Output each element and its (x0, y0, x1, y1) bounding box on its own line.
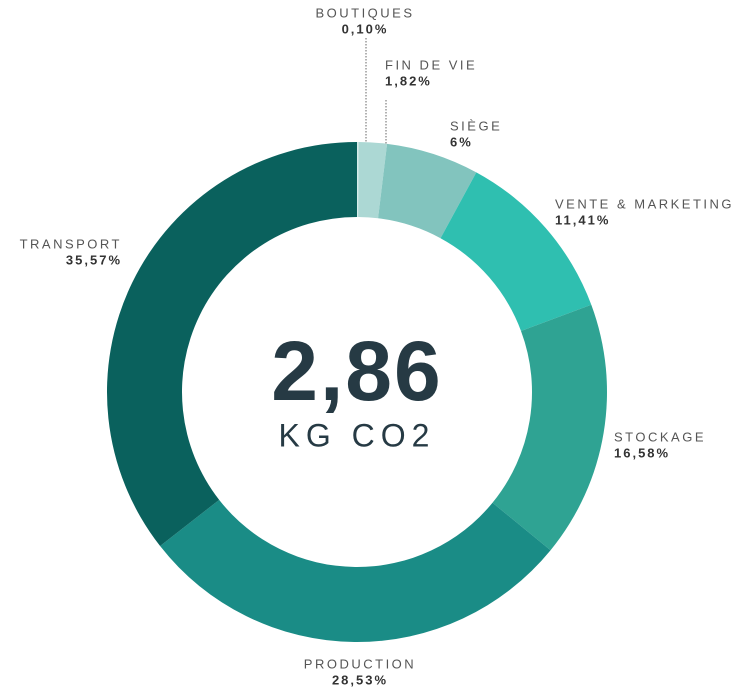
slice (378, 143, 477, 239)
slice-name: STOCKAGE (614, 429, 706, 444)
slice-value: 0,10% (342, 21, 389, 36)
slice (440, 172, 592, 331)
slice-value: 6% (450, 134, 473, 149)
slice-name: TRANSPORT (20, 236, 122, 251)
slice-name: FIN DE VIE (385, 57, 477, 72)
slice (107, 142, 357, 547)
slice-name: SIÈGE (450, 118, 502, 133)
slice (492, 304, 607, 551)
slice-name: VENTE & MARKETING (555, 196, 734, 211)
center-value: 2,86 (271, 324, 443, 418)
slice-value: 11,41% (555, 212, 610, 227)
slice-name: PRODUCTION (304, 656, 416, 671)
center-unit: KG CO2 (279, 417, 436, 453)
slice-value: 16,58% (614, 445, 670, 460)
slice (358, 142, 388, 219)
slice-value: 28,53% (332, 672, 388, 687)
slice (160, 499, 551, 643)
slice-value: 1,82% (385, 73, 432, 88)
slices (107, 142, 607, 643)
slice-name: BOUTIQUES (315, 5, 414, 20)
slice (357, 142, 359, 218)
slice-value: 35,57% (66, 252, 122, 267)
